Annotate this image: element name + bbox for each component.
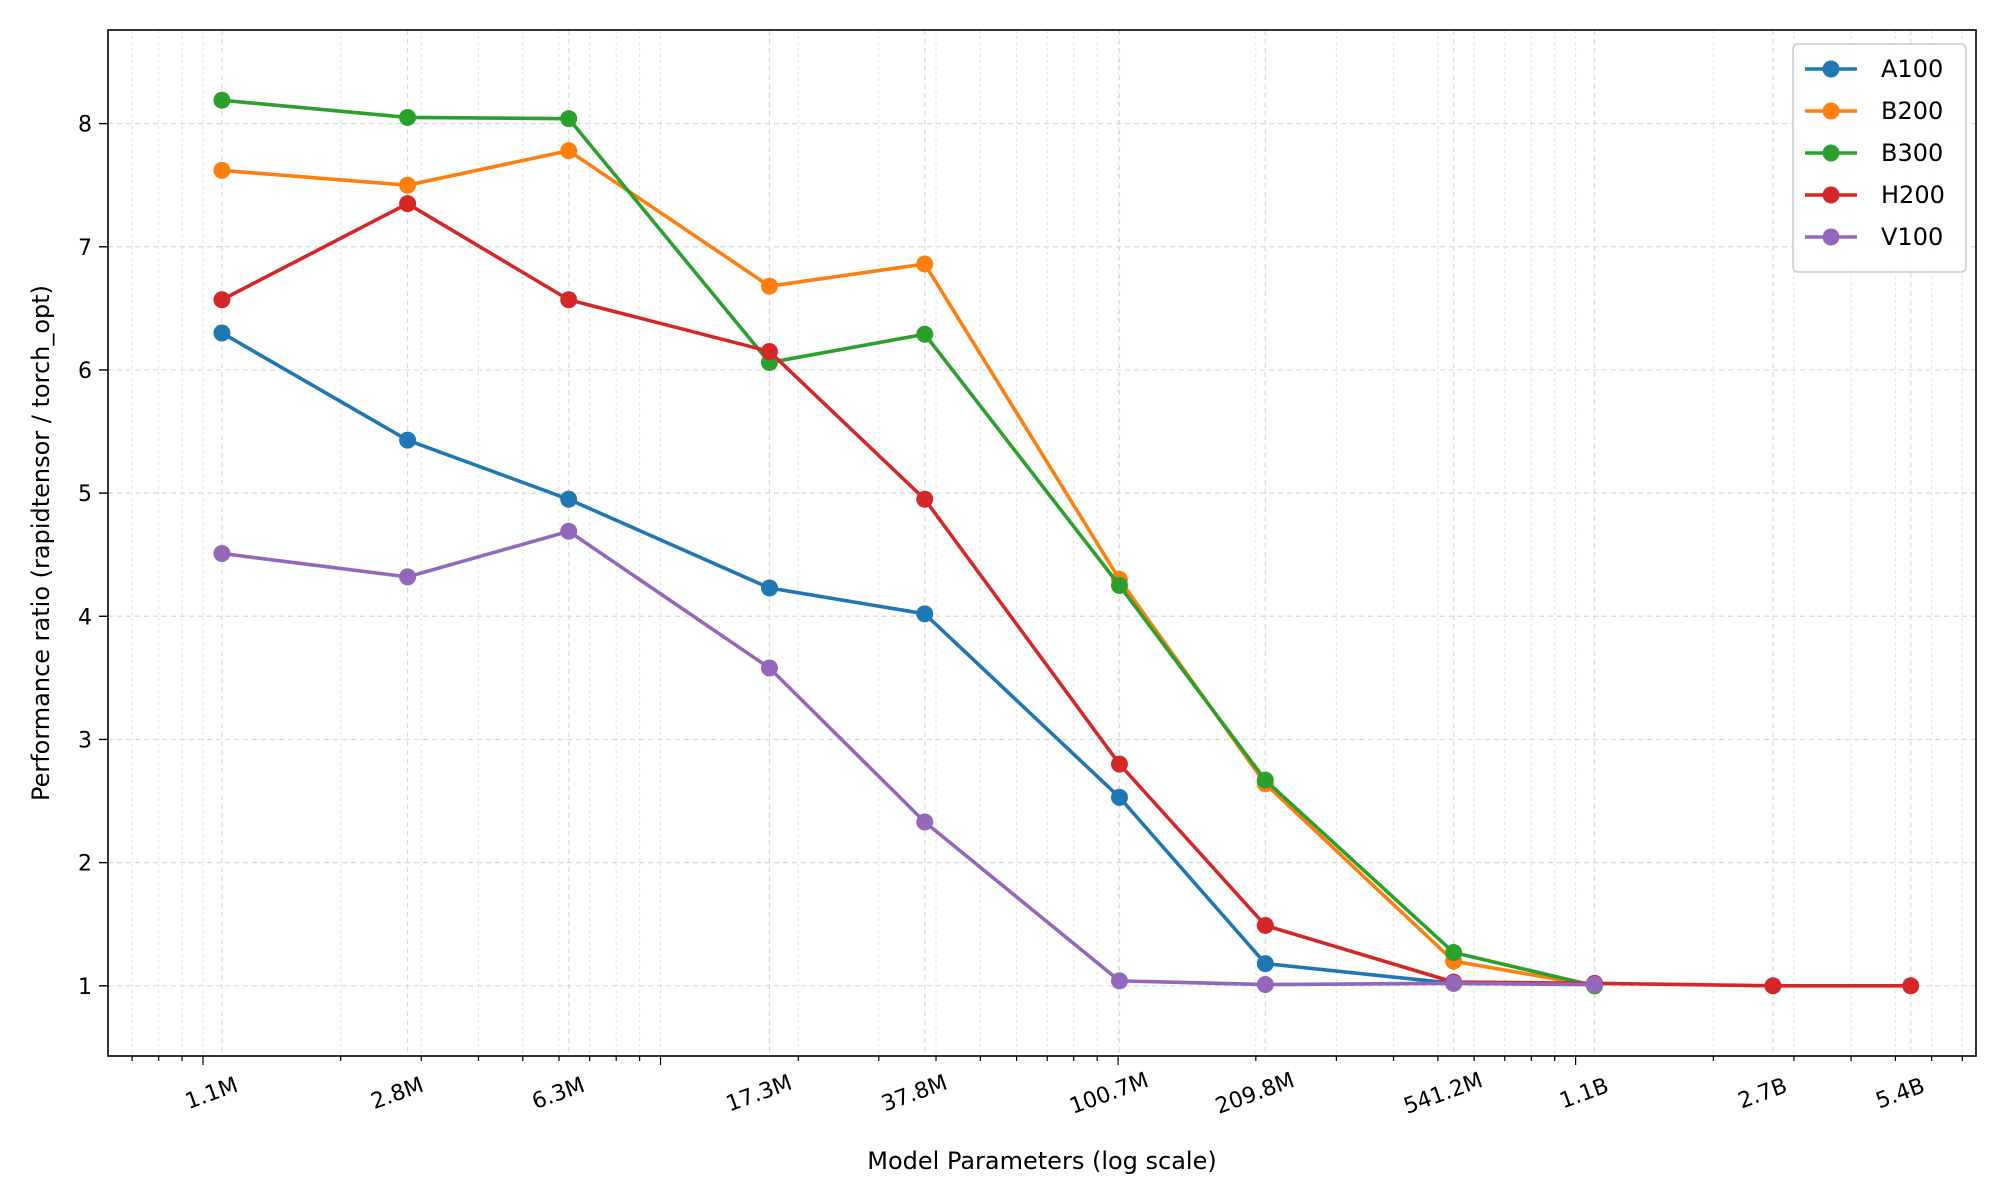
- data-point: [399, 176, 417, 194]
- legend-item-b200: B200: [1805, 97, 1943, 125]
- data-point: [1110, 755, 1128, 773]
- legend-item-v100: V100: [1805, 223, 1943, 251]
- legend-box: [1792, 43, 1967, 273]
- data-point: [1902, 977, 1920, 995]
- data-point: [213, 161, 231, 179]
- data-point: [560, 490, 578, 508]
- x-tick-label: 1.1B: [1557, 1074, 1613, 1115]
- x-tick-label: 541.2M: [1401, 1068, 1487, 1120]
- legend-label: A100: [1881, 55, 1943, 83]
- y-axis-label: Performance ratio (rapidtensor / torch_o…: [27, 285, 55, 801]
- legend-marker: [1822, 144, 1840, 162]
- series-b300: [213, 91, 1604, 995]
- y-tick-label: 7: [78, 236, 92, 261]
- legend-item-h200: H200: [1805, 181, 1945, 209]
- legend-marker: [1822, 228, 1840, 246]
- series-line: [221, 331, 1595, 987]
- x-tick-label: 2.8M: [368, 1073, 427, 1115]
- x-axis-label: Model Parameters (log scale): [867, 1147, 1216, 1175]
- data-point: [916, 605, 934, 623]
- x-tick-label: 2.7B: [1735, 1074, 1791, 1115]
- legend: A100 B200 B300 H200 V100: [1792, 43, 1967, 273]
- legend-item-b300: B300: [1805, 139, 1943, 167]
- data-point: [1256, 976, 1274, 994]
- data-point: [213, 291, 231, 309]
- y-tick-label: 3: [78, 728, 92, 753]
- grid: [108, 30, 1976, 1056]
- data-point: [760, 342, 778, 360]
- data-point: [916, 813, 934, 831]
- data-point: [399, 568, 417, 586]
- data-point: [1764, 977, 1782, 995]
- data-point: [213, 544, 231, 562]
- legend-marker: [1822, 186, 1840, 204]
- data-point: [1445, 974, 1463, 992]
- data-point: [760, 579, 778, 597]
- series-line: [221, 98, 1595, 988]
- legend-label: H200: [1881, 181, 1945, 209]
- data-point: [916, 490, 934, 508]
- x-tick-label: 100.7M: [1066, 1068, 1152, 1120]
- y-tick-label: 1: [78, 975, 92, 1000]
- x-tick-label: 1.1M: [182, 1073, 241, 1115]
- data-point: [1445, 944, 1463, 962]
- data-point: [560, 291, 578, 309]
- legend-item-a100: A100: [1805, 55, 1943, 83]
- data-point: [560, 110, 578, 128]
- plot-frame: [107, 29, 1977, 1057]
- data-point: [1586, 976, 1604, 994]
- data-point: [399, 431, 417, 449]
- series-v100: [213, 522, 1604, 994]
- y-tick-label: 8: [78, 113, 92, 138]
- data-point: [560, 142, 578, 160]
- data-point: [760, 277, 778, 295]
- data-point: [760, 659, 778, 677]
- data-point: [399, 108, 417, 126]
- legend-label: B300: [1881, 139, 1943, 167]
- x-tick-label: 37.8M: [878, 1071, 950, 1118]
- series-lines: [213, 91, 1920, 995]
- series-h200: [213, 195, 1920, 995]
- data-point: [916, 325, 934, 343]
- legend-label: B200: [1881, 97, 1943, 125]
- legend-label: V100: [1881, 223, 1943, 251]
- data-point: [1256, 955, 1274, 973]
- y-tick-label: 5: [78, 482, 92, 507]
- data-point: [1256, 916, 1274, 934]
- data-point: [560, 522, 578, 540]
- legend-marker: [1822, 60, 1840, 78]
- x-axis: 1.1M 2.8M 6.3M 17.3M 37.8M 100.7M 209.8M 541.2M…: [131, 1056, 1963, 1120]
- x-tick-label: 6.3M: [529, 1073, 588, 1115]
- x-tick-label: 5.4B: [1873, 1074, 1929, 1115]
- series-line: [221, 148, 1595, 988]
- series-line: [221, 529, 1595, 987]
- data-point: [1256, 771, 1274, 789]
- data-point: [1110, 972, 1128, 990]
- y-tick-label: 4: [78, 605, 92, 630]
- data-point: [213, 324, 231, 342]
- series-b200: [213, 142, 1604, 995]
- x-tick-label: 17.3M: [723, 1071, 795, 1118]
- y-axis: 1 2 3 4 5 6 7 8: [78, 113, 108, 1000]
- series-a100: [213, 324, 1604, 994]
- data-point: [916, 255, 934, 273]
- data-point: [213, 91, 231, 109]
- data-point: [399, 195, 417, 213]
- data-point: [1110, 788, 1128, 806]
- series-line: [221, 201, 1911, 988]
- legend-marker: [1822, 102, 1840, 120]
- y-tick-label: 2: [78, 852, 92, 877]
- y-tick-label: 6: [78, 359, 92, 384]
- data-point: [1110, 576, 1128, 594]
- x-tick-label: 209.8M: [1212, 1068, 1298, 1120]
